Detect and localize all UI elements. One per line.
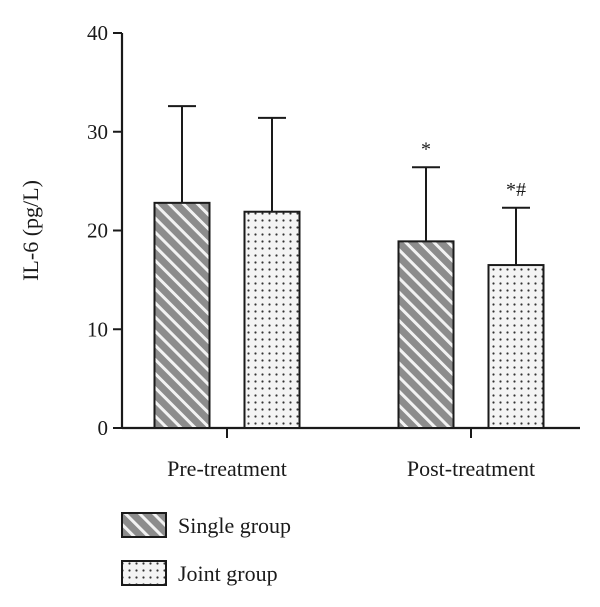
bar-dots (243, 210, 301, 429)
legend-swatch-hatch (121, 512, 167, 538)
labels-layer: 0 10 20 30 40 Pre-treatment Post-treatment IL-6… (18, 21, 535, 481)
y-tick-label: 0 (98, 416, 109, 440)
y-tick-label: 10 (87, 317, 108, 341)
significance-marker: * (421, 138, 431, 160)
bar-hatch (153, 201, 211, 429)
y-axis-title: IL-6 (pg/L) (18, 180, 43, 281)
legend-swatch-dots (121, 560, 167, 586)
legend-label: Joint group (178, 561, 278, 586)
y-tick-label: 20 (87, 219, 108, 243)
y-tick-label: 30 (87, 120, 108, 144)
bar-dots (487, 264, 545, 429)
legend: Single group Joint group (121, 512, 291, 586)
significance-marker: *# (506, 179, 526, 201)
x-category-label: Pre-treatment (167, 456, 287, 481)
x-category-label: Post-treatment (407, 456, 535, 481)
y-tick-label: 40 (87, 21, 108, 45)
bars-layer (153, 105, 545, 429)
legend-label: Single group (178, 513, 291, 538)
bar-hatch (397, 240, 455, 429)
